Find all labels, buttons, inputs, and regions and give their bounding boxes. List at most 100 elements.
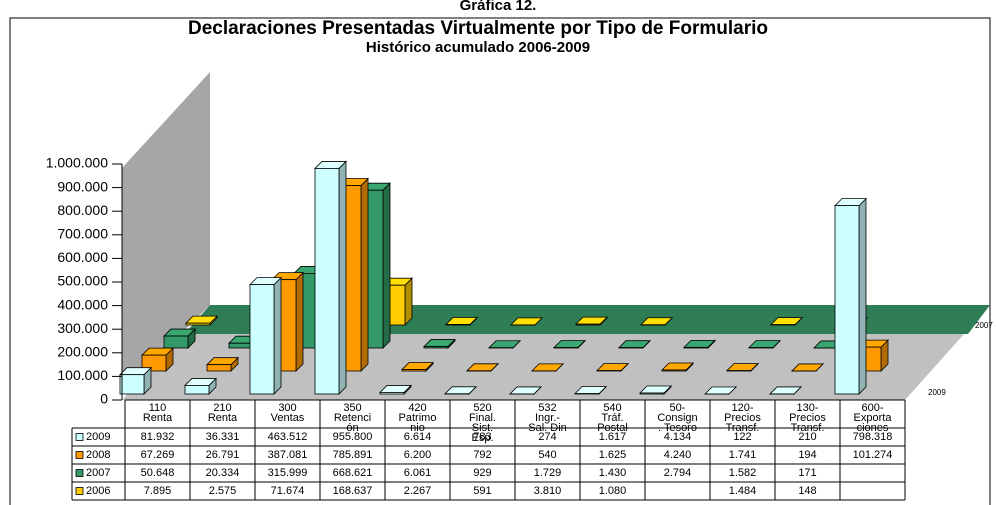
- legend-label: 2008: [86, 449, 110, 461]
- legend-swatch: [75, 469, 84, 477]
- bar: [184, 385, 210, 395]
- data-label: 6.614: [404, 431, 432, 443]
- data-label: 1.484: [729, 485, 757, 497]
- data-label: 315.999: [268, 467, 308, 479]
- x-tick-label: Consign: [657, 412, 697, 424]
- bar: [141, 354, 167, 372]
- legend-swatch: [75, 433, 84, 441]
- depth-label: 2009: [928, 388, 946, 397]
- legend-label: 2007: [86, 467, 110, 479]
- bar: [445, 324, 471, 326]
- y-tick-label: 300.000: [57, 320, 108, 336]
- data-label: 387.081: [268, 449, 308, 461]
- x-tick-label: Precios: [789, 412, 826, 424]
- x-tick-label: 110: [149, 402, 167, 414]
- chart-subtitle: Histórico acumulado 2006-2009: [366, 39, 590, 56]
- y-tick-label: 700.000: [57, 226, 108, 242]
- x-tick-label: Patrimo: [399, 412, 437, 424]
- x-tick-label: Final.: [469, 412, 496, 424]
- data-label: 101.274: [853, 449, 893, 461]
- x-tick-label: Exporta: [854, 412, 893, 424]
- x-tick-label: Esp.: [471, 432, 493, 444]
- y-tick-label: 1.000.000: [46, 155, 108, 171]
- data-label: 540: [538, 449, 556, 461]
- x-tick-label: Renta: [208, 412, 238, 424]
- data-label: 2.794: [664, 467, 692, 479]
- x-tick-label: 532: [538, 402, 556, 414]
- data-label: 4.134: [664, 431, 692, 443]
- data-label: 4.240: [664, 449, 692, 461]
- x-tick-label: 520: [473, 402, 491, 414]
- legend-label: 2006: [86, 485, 110, 497]
- y-tick-label: 600.000: [57, 249, 108, 265]
- bar-side: [295, 271, 304, 372]
- x-tick-label: Precios: [724, 412, 761, 424]
- x-tick-label: Transf.: [726, 422, 760, 434]
- data-label: 1.729: [534, 467, 562, 479]
- bar: [423, 346, 449, 349]
- data-label: 81.932: [141, 431, 175, 443]
- bar-side: [382, 182, 391, 349]
- x-tick-label: 350: [343, 402, 361, 414]
- data-label: 3.810: [534, 485, 562, 497]
- bar: [575, 323, 601, 326]
- data-label: 26.791: [206, 449, 240, 461]
- x-tick-label: Sal. Din: [528, 422, 567, 434]
- bar: [379, 392, 405, 395]
- x-tick-label: Sist.: [472, 422, 493, 434]
- data-label: 785.891: [333, 449, 373, 461]
- x-tick-label: 130-: [796, 402, 818, 414]
- data-label: 50.648: [141, 467, 175, 479]
- y-tick-label: 0: [100, 391, 108, 407]
- data-label: 36.331: [206, 431, 240, 443]
- y-tick-label: 900.000: [57, 178, 108, 194]
- y-tick-label: 100.000: [57, 367, 108, 383]
- x-tick-label: 120-: [731, 402, 753, 414]
- data-label: 210: [798, 431, 816, 443]
- y-tick-label: 400.000: [57, 296, 108, 312]
- y-tick-label: 200.000: [57, 344, 108, 360]
- bar-side: [338, 160, 347, 395]
- data-label: 1.617: [599, 431, 627, 443]
- data-label: 71.674: [271, 485, 305, 497]
- data-label: 171: [798, 467, 816, 479]
- bar: [639, 392, 665, 395]
- data-label: 168.637: [333, 485, 373, 497]
- back-wall: [122, 72, 210, 392]
- data-label: 2.575: [209, 485, 237, 497]
- bar-side: [360, 177, 369, 372]
- data-label: 274: [538, 431, 556, 443]
- chart-title: Declaraciones Presentadas Virtualmente p…: [188, 18, 768, 39]
- data-label: 7.895: [144, 485, 172, 497]
- data-label: 955.800: [333, 431, 373, 443]
- bar: [314, 168, 340, 395]
- bar: [119, 374, 145, 395]
- x-tick-label: Ventas: [271, 412, 305, 424]
- data-label: 668.621: [333, 467, 373, 479]
- bar: [249, 284, 275, 395]
- x-tick-label: Ingr.-: [535, 412, 560, 424]
- data-label: 2.267: [404, 485, 432, 497]
- data-label: 194: [798, 449, 816, 461]
- x-tick-label: 300: [278, 402, 296, 414]
- bar: [163, 335, 189, 349]
- data-label: 6.061: [404, 467, 432, 479]
- bar: [683, 346, 709, 349]
- x-tick-label: 420: [408, 402, 426, 414]
- depth-label: 2007: [975, 321, 993, 330]
- bar: [206, 364, 232, 372]
- bar: [228, 342, 254, 349]
- bar-side: [404, 277, 413, 326]
- data-label: 6.200: [404, 449, 432, 461]
- data-label: 798.318: [853, 431, 893, 443]
- data-label: 783: [473, 431, 491, 443]
- x-tick-label: Tráf.: [601, 412, 623, 424]
- x-tick-label: 540: [603, 402, 621, 414]
- x-tick-label: ón: [346, 422, 358, 434]
- data-label: 148: [798, 485, 816, 497]
- x-tick-label: Retenci: [334, 412, 371, 424]
- bar: [661, 369, 687, 372]
- legend-label: 2009: [86, 431, 110, 443]
- data-label: 591: [473, 485, 491, 497]
- bar: [401, 369, 427, 372]
